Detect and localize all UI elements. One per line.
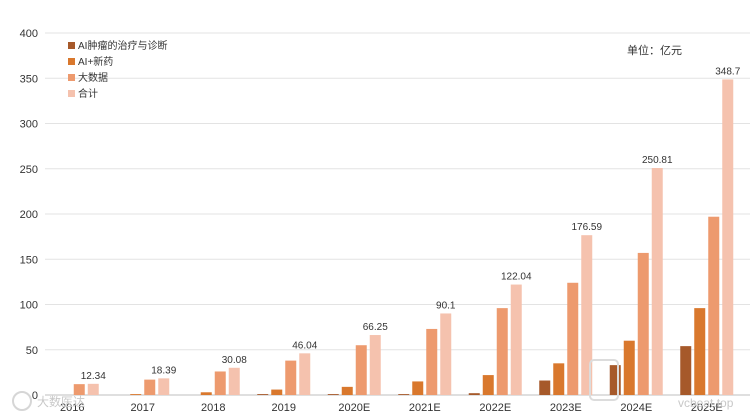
bar [539,380,551,395]
legend-label: 大数据 [78,71,108,84]
x-tick-label: 2025E [691,402,723,414]
bar [369,335,381,395]
bar [567,282,579,395]
bars [73,79,734,395]
bar [609,365,621,395]
data-label: 66.25 [363,322,388,333]
y-tick-label: 0 [32,390,38,402]
bar [200,392,212,395]
data-label: 46.04 [292,340,317,351]
bar [341,386,353,395]
bar [694,308,706,395]
bar [257,394,269,395]
y-tick-label: 50 [26,345,38,357]
bar [496,308,508,395]
legend-label: AI+新药 [78,55,113,68]
y-tick-label: 250 [20,164,38,176]
x-tick-label: 2023E [550,402,582,414]
data-label: 90.1 [436,300,456,311]
watermark-logo [12,391,32,411]
y-axis-ticks: 0 50 100 150 200 250 300 350 400 [20,28,38,402]
x-tick-label: 2016 [60,402,84,414]
data-labels: 12.34 18.39 30.08 46.04 66.25 90.1 122.04 176.5… [81,66,741,381]
bar [158,378,170,395]
unit-label: 单位：亿元 [627,43,682,57]
bar [412,381,424,395]
watermark-left: 大数医达 [12,391,85,411]
data-label: 250.81 [642,155,673,166]
x-tick-label: 2022E [479,402,511,414]
data-label: 122.04 [501,272,532,283]
bar [130,394,142,395]
y-tick-label: 150 [20,254,38,266]
gridlines [45,32,750,396]
bar [637,252,649,395]
y-tick-label: 300 [20,119,38,131]
bar [680,346,692,395]
bar [87,383,99,395]
watermark-right-logo [589,359,619,401]
legend-swatch [68,90,75,97]
x-tick-label: 2020E [338,402,370,414]
bar [623,340,635,395]
bar [299,353,311,395]
bar [73,384,85,395]
bar [651,168,663,395]
bar [327,394,339,395]
data-label: 30.08 [222,355,247,366]
x-tick-label: 2021E [409,402,441,414]
x-tick-label: 2024E [620,402,652,414]
y-tick-label: 200 [20,209,38,221]
bar [144,379,156,395]
bar [510,284,522,395]
legend-swatch [68,58,75,65]
x-axis-ticks: 2016 2017 2018 2019 2020E 2021E 2022E 2023E 2024… [60,402,723,414]
bar [553,363,565,395]
legend-swatch [68,42,75,49]
legend-label: AI肿瘤的治疗与诊断 [78,39,167,52]
x-tick-label: 2018 [201,402,225,414]
bar [214,371,226,395]
bar [722,79,734,395]
bar [468,393,480,395]
bar [398,394,410,395]
bar [482,375,494,395]
watermark-right: vcbeat.top [589,359,734,410]
data-label: 176.59 [571,222,602,233]
data-label: 348.7 [715,66,740,77]
bar [581,235,593,395]
legend-label: 合计 [78,87,98,100]
bar [355,345,367,395]
watermark-left-text: 大数医达 [37,394,85,409]
bar [271,389,283,395]
watermark-right-text: vcbeat.top [678,396,734,410]
bar [708,216,720,395]
x-tick-label: 2019 [272,402,296,414]
data-label: 12.34 [81,371,106,382]
bar [285,360,297,395]
y-tick-label: 350 [20,73,38,85]
y-tick-label: 100 [20,300,38,312]
x-tick-label: 2017 [131,402,155,414]
bar [228,367,240,395]
y-tick-label: 400 [20,28,38,40]
bar [440,313,452,395]
legend-swatch [68,74,75,81]
data-label: 18.39 [151,365,176,376]
bar [426,328,438,395]
